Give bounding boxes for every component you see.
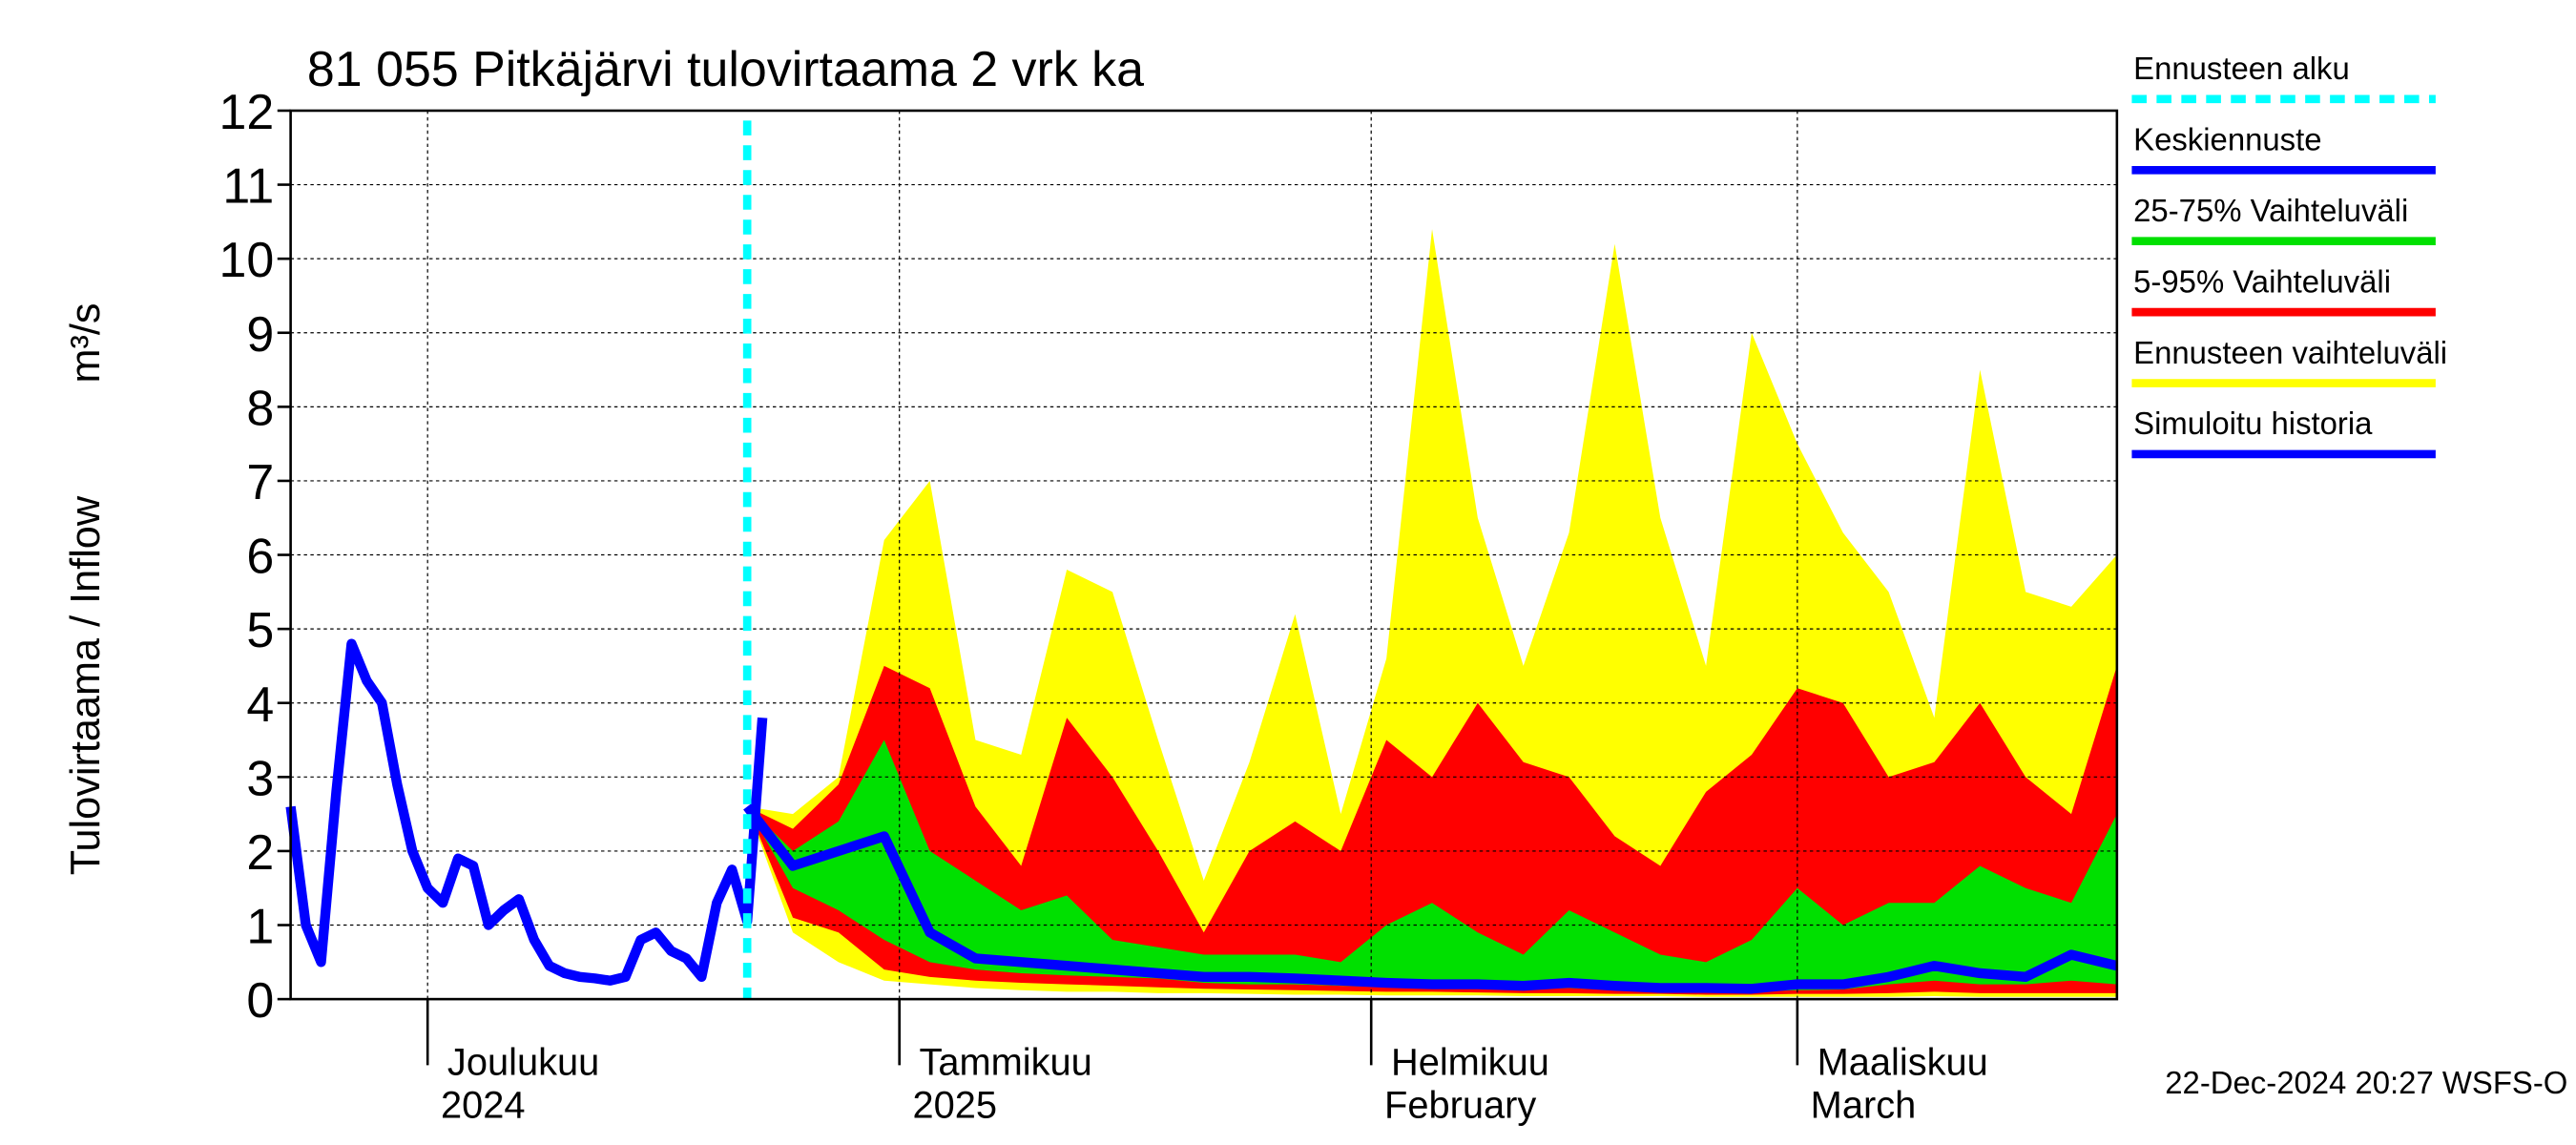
y-tick-label: 3 [246,751,274,806]
band-area [747,665,2117,995]
legend-label: Ennusteen alku [2133,51,2350,86]
x-tick-sublabel: 2024 [441,1085,526,1127]
band-area [747,739,2117,992]
y-tick-label: 9 [246,307,274,363]
grid [290,110,2117,1000]
y-tick-label: 8 [246,381,274,436]
y-tick-label: 6 [246,530,274,585]
legend-label: Keskiennuste [2133,122,2321,157]
y-tick-label: 7 [246,455,274,510]
timestamp: 22-Dec-2024 20:27 WSFS-O [2165,1065,2567,1100]
x-tick-label: Joulukuu [447,1042,599,1084]
line [285,638,768,986]
chart-title: 81 055 Pitkäjärvi tulovirtaama 2 vrk ka [307,42,1144,97]
x-tick-label: Tammikuu [919,1042,1091,1084]
y-tick-label: 10 [219,233,275,288]
legend-label: Ennusteen vaihteluväli [2133,335,2447,370]
x-tick-label: Maaliskuu [1818,1042,1988,1084]
y-axis-unit: m³/s [63,302,109,383]
x-tick-sublabel: February [1384,1085,1536,1127]
y-tick-label: 12 [219,85,275,140]
y-tick-label: 4 [246,677,274,733]
line [743,803,2119,994]
lines [285,120,2119,1000]
x-tick-sublabel: March [1811,1085,1917,1127]
y-tick-label: 11 [222,159,274,215]
legend-label: 5-95% Vaihteluväli [2133,263,2391,299]
legend-label: Simuloitu historia [2133,406,2373,441]
bands [747,229,2117,997]
y-tick-label: 0 [246,973,274,1029]
legend-label: 25-75% Vaihteluväli [2133,193,2408,228]
x-tick-sublabel: 2025 [913,1085,998,1127]
legend: Ennusteen alku Keskiennuste 25-75% Vaihtel… [2131,51,2447,459]
y-tick-label: 2 [246,825,274,881]
x-tick-label: Helmikuu [1391,1042,1549,1084]
y-axis-label: Tulovirtaama / Inflow [63,495,109,875]
y-tick-label: 1 [246,900,274,955]
axes: 0123456789101112Joulukuu2024Tammikuu2025… [219,85,1988,1127]
y-tick-label: 5 [246,603,274,658]
